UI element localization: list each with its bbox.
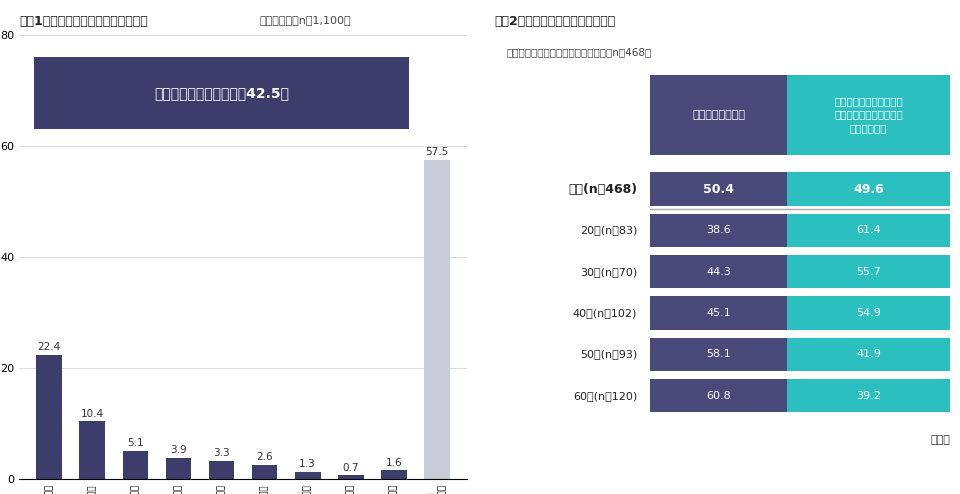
FancyBboxPatch shape (787, 75, 950, 155)
Text: ＜図1＞　使っている紙の手帳の種類: ＜図1＞ 使っている紙の手帳の種類 (19, 15, 148, 28)
FancyBboxPatch shape (787, 296, 950, 330)
Text: 22.4: 22.4 (37, 342, 60, 352)
Text: 58.1: 58.1 (707, 349, 732, 360)
Text: 41.9: 41.9 (856, 349, 881, 360)
Bar (36, 355, 62, 479)
Bar (252, 465, 277, 479)
Bar (123, 451, 149, 479)
FancyBboxPatch shape (651, 379, 787, 412)
FancyBboxPatch shape (787, 379, 950, 412)
FancyBboxPatch shape (651, 296, 787, 330)
FancyBboxPatch shape (787, 338, 950, 371)
Text: （複数回答：n＝1,100）: （複数回答：n＝1,100） (259, 15, 350, 25)
Text: 40代(n＝102): 40代(n＝102) (573, 308, 637, 318)
Text: 60代(n＝120): 60代(n＝120) (573, 391, 637, 401)
FancyBboxPatch shape (651, 255, 787, 288)
Text: 全体(n＝468): 全体(n＝468) (568, 183, 637, 196)
FancyBboxPatch shape (787, 214, 950, 247)
Bar (338, 475, 364, 479)
FancyBboxPatch shape (651, 75, 787, 155)
Text: パソコンやスマホアプリ
などのデジタルツールと
併用している: パソコンやスマホアプリ などのデジタルツールと 併用している (834, 96, 903, 133)
Text: 38.6: 38.6 (707, 225, 732, 236)
Text: 10.4: 10.4 (81, 409, 104, 418)
Bar (208, 461, 234, 479)
Text: 紙の手帳のみ使用: 紙の手帳のみ使用 (692, 110, 745, 120)
Text: 49.6: 49.6 (853, 183, 884, 196)
Bar (295, 472, 321, 479)
Text: 44.3: 44.3 (707, 267, 732, 277)
Text: 5.1: 5.1 (127, 438, 144, 448)
Text: 39.2: 39.2 (856, 391, 881, 401)
Text: 50.4: 50.4 (704, 183, 734, 196)
Text: 61.4: 61.4 (856, 225, 881, 236)
Bar (424, 160, 449, 479)
FancyBboxPatch shape (35, 57, 409, 129)
Text: 57.5: 57.5 (425, 147, 448, 157)
FancyBboxPatch shape (787, 255, 950, 288)
Text: 1.3: 1.3 (300, 459, 316, 469)
Text: 30代(n＝70): 30代(n＝70) (580, 267, 637, 277)
Text: 55.7: 55.7 (856, 267, 881, 277)
Text: 3.3: 3.3 (213, 448, 229, 458)
Text: 紙の手帳を使っている　42.5％: 紙の手帳を使っている 42.5％ (154, 86, 289, 100)
Text: 54.9: 54.9 (856, 308, 881, 318)
Text: ＜図2＞　デジタルツール併用状況: ＜図2＞ デジタルツール併用状況 (494, 15, 615, 28)
Text: 45.1: 45.1 (707, 308, 732, 318)
FancyBboxPatch shape (651, 214, 787, 247)
Bar (381, 470, 407, 479)
Text: 3.9: 3.9 (170, 445, 187, 454)
FancyBboxPatch shape (651, 172, 787, 206)
FancyBboxPatch shape (787, 172, 950, 206)
Text: （単一回答：紙の手帳使用者ベース：n＝468）: （単一回答：紙の手帳使用者ベース：n＝468） (507, 47, 652, 57)
Text: （％）: （％） (930, 435, 950, 445)
Text: 2.6: 2.6 (256, 452, 273, 462)
Text: 0.7: 0.7 (343, 462, 359, 472)
Text: 50代(n＝93): 50代(n＝93) (580, 349, 637, 360)
Bar (80, 421, 106, 479)
Bar (165, 457, 191, 479)
Text: 20代(n＝83): 20代(n＝83) (580, 225, 637, 236)
Text: 1.6: 1.6 (385, 457, 402, 467)
Text: 60.8: 60.8 (707, 391, 732, 401)
FancyBboxPatch shape (651, 338, 787, 371)
